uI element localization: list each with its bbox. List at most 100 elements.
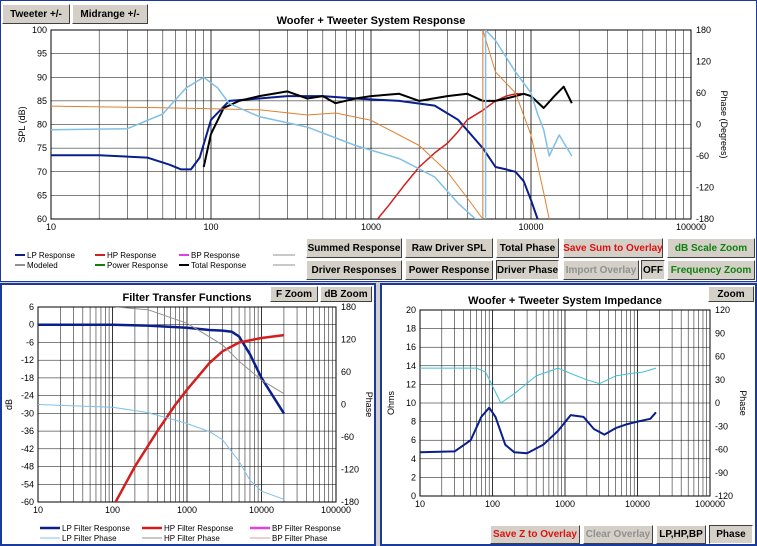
legend-label: BP Response [191,251,240,260]
impedance-zoom-button[interactable]: Zoom [708,286,754,302]
filter-transfer-chart: 60-6-12-18-24-30-36-42-48-54-60180120600… [4,292,374,543]
power-response-button[interactable]: Power Response [405,260,493,280]
y-tick-label: 100 [32,25,47,35]
x-tick-label: 10000 [625,499,650,509]
legend-label: LP Filter Phase [62,534,117,543]
y-tick-label: 0 [29,320,34,330]
y2-tick-label: -120 [715,491,733,501]
y-tick-label: 6 [411,435,416,445]
legend-label: LP Response [27,251,75,260]
y2-tick-label: -60 [341,432,354,442]
summed-response-button[interactable]: Summed Response [306,238,402,258]
y-tick-label: 14 [406,361,416,371]
x-tick-label: 100 [105,505,120,515]
legend-label: LP Filter Response [62,524,130,533]
db-zoom-button[interactable]: dB Zoom [320,286,372,302]
y2-tick-label: 180 [341,302,356,312]
y-axis-label: SPL (dB) [17,106,27,142]
series-line-1 [377,93,532,219]
series-line-3 [51,105,484,219]
driver-responses-button[interactable]: Driver Responses [306,260,402,280]
y-tick-label: 6 [29,302,34,312]
y-tick-label: 80 [37,120,47,130]
frequency-zoom-button[interactable]: Frequency Zoom [667,260,755,280]
clear-overlay-button[interactable]: Clear Overlay [583,525,653,544]
y-axis-label: dB [4,399,14,410]
legend-label: Power Response [107,261,168,270]
series-line-2 [38,404,285,500]
x-tick-label: 100000 [695,499,725,509]
y2-axis-label: Phase (Degrees) [719,90,729,158]
phase-toggle-button[interactable]: Phase [709,525,753,544]
y-tick-label: 16 [406,342,416,352]
y-tick-label: -18 [21,373,34,383]
overlay-off-toggle[interactable]: OFF [641,260,665,280]
series-line-3 [115,307,285,395]
system-impedance-chart: 201816141210864201209060300-30-60-90-120… [386,295,748,509]
y-tick-label: -36 [21,426,34,436]
y2-tick-label: 0 [696,120,701,130]
x-tick-label: 10 [415,499,425,509]
y2-tick-label: 60 [696,88,706,98]
y2-tick-label: 120 [696,57,711,67]
save-z-to-overlay-button[interactable]: Save Z to Overlay [490,525,580,544]
y2-tick-label: -30 [715,421,728,431]
series-line-0 [420,406,657,455]
x-tick-label: 1000 [177,505,197,515]
lp-hp-bp-button[interactable]: LP,HP,BP [656,525,706,544]
legend-label: HP Response [107,251,157,260]
legend-label: Total Response [191,261,247,270]
y-tick-label: -24 [21,391,34,401]
y2-tick-label: -60 [715,445,728,455]
f-zoom-button[interactable]: F Zoom [270,286,318,302]
raw-driver-spl-button[interactable]: Raw Driver SPL [405,238,493,258]
y2-tick-label: 90 [715,328,725,338]
y-tick-label: 85 [37,96,47,106]
x-tick-label: 100 [485,499,500,509]
save-sum-to-overlay-button[interactable]: Save Sum to Overlay [563,238,663,258]
series-line-4 [51,76,483,219]
y2-tick-label: 120 [341,335,356,345]
db-scale-zoom-button[interactable]: dB Scale Zoom [667,238,755,258]
series-line-0 [38,323,285,415]
y2-tick-label: 0 [341,400,346,410]
y-tick-label: -60 [21,497,34,507]
y-tick-label: 4 [411,454,416,464]
y-tick-label: 12 [406,379,416,389]
series-line-0 [51,95,539,219]
y-tick-label: 10 [406,398,416,408]
y2-tick-label: 0 [715,398,720,408]
y2-axis-label: Phase [364,392,374,418]
y2-tick-label: 120 [715,305,730,315]
legend-label: BP Filter Response [272,524,341,533]
y-tick-label: -12 [21,355,34,365]
chart-title: Woofer + Tweeter System Impedance [468,295,662,307]
series-line-2 [202,85,573,168]
y2-axis-label: Phase [738,390,748,416]
x-tick-label: 100000 [321,505,351,515]
import-overlay-button[interactable]: Import Overlay [563,260,639,280]
y2-tick-label: -180 [341,497,359,507]
series-line-6 [484,30,573,219]
y-tick-label: 75 [37,143,47,153]
tweeter-tab-front[interactable]: Tweeter +/- [2,4,70,24]
y2-tick-label: -120 [341,465,359,475]
y-tick-label: 0 [411,491,416,501]
y2-tick-label: 30 [715,375,725,385]
midrange-tab-front[interactable]: Midrange +/- [72,4,148,24]
y2-tick-label: -60 [696,151,709,161]
y-tick-label: 60 [37,214,47,224]
chart-title: Filter Transfer Functions [123,292,252,304]
y2-tick-label: 60 [341,367,351,377]
y2-tick-label: 180 [696,25,711,35]
y2-tick-label: 60 [715,352,725,362]
legend-label: BP Filter Phase [272,534,328,543]
series-line-1 [114,333,285,502]
total-phase-button[interactable]: Total Phase [496,238,559,258]
y-tick-label: 20 [406,305,416,315]
system-impedance-panel: 20 18 16 14 12 10 8 6 4 2 0 120 90 60 30 0 -30 -60 -90 -120… [380,283,757,546]
y-tick-label: 8 [411,417,416,427]
driver-phase-button[interactable]: Driver Phase [496,260,559,280]
y-tick-label: -42 [21,444,34,454]
legend-label: HP Filter Phase [164,534,220,543]
